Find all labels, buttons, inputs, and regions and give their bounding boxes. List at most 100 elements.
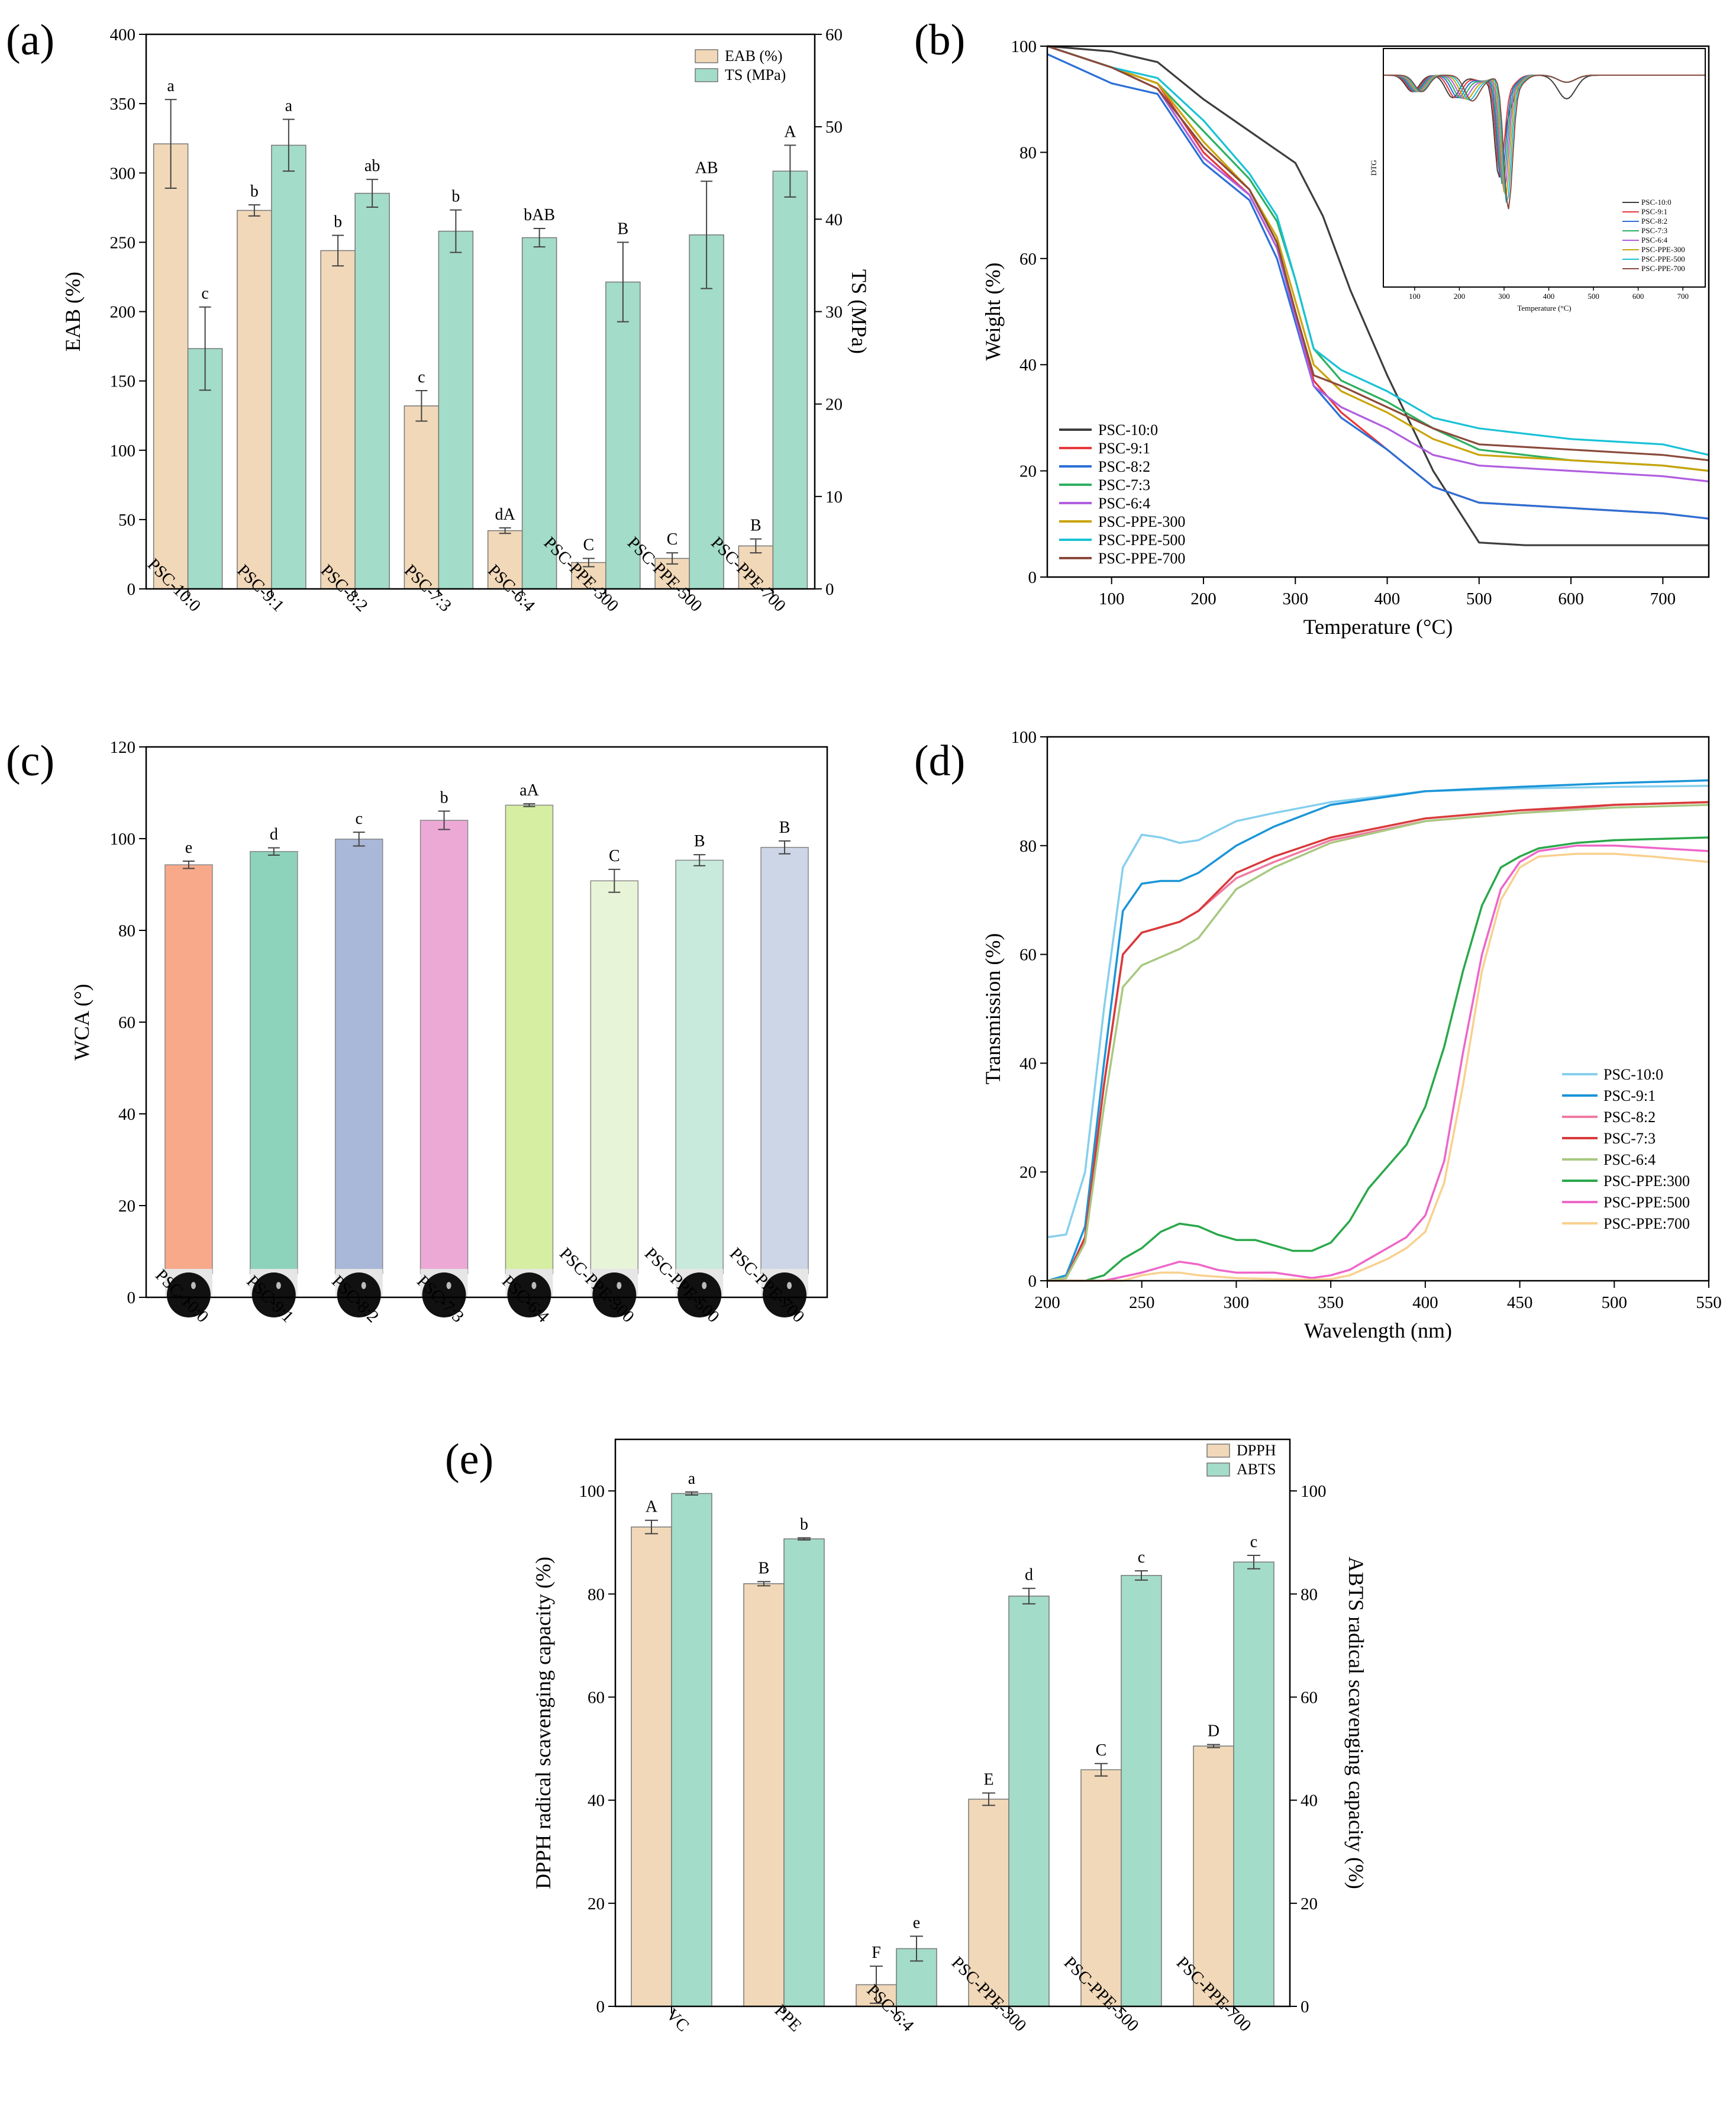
y-tick-label: 200 <box>110 303 136 322</box>
x-tick-label: 550 <box>1696 1293 1722 1312</box>
significance-label: ab <box>364 157 380 175</box>
bar-dpph <box>1080 1769 1122 2007</box>
significance-label: F <box>872 1944 881 1962</box>
y2-tick-label: 20 <box>1301 1895 1318 1913</box>
bar-ts <box>521 237 557 589</box>
bar-dpph <box>968 1799 1009 2007</box>
significance-label: c <box>1138 1548 1145 1567</box>
y2-axis-title: TS (MPa) <box>847 269 871 354</box>
y-axis-title: Transmission (%) <box>981 933 1005 1085</box>
inset-legend-label: PSC-7:3 <box>1641 226 1667 235</box>
legend-swatch <box>695 68 718 82</box>
inset-x-tick-label: 400 <box>1543 292 1555 301</box>
y-tick-label: 20 <box>118 1197 135 1216</box>
x-tick-label: 250 <box>1129 1293 1155 1312</box>
dtg-line <box>1383 75 1705 192</box>
bar-abts <box>1008 1596 1050 2007</box>
legend-label: PSC-8:2 <box>1098 458 1150 475</box>
y-tick-label: 100 <box>110 830 136 849</box>
x-tick-label: 450 <box>1507 1293 1533 1312</box>
y2-tick-label: 60 <box>1301 1688 1318 1707</box>
significance-label: bAB <box>524 206 555 224</box>
x-tick-label: 200 <box>1190 589 1217 608</box>
water-droplet <box>677 1272 722 1317</box>
y-tick-label: 80 <box>1019 143 1037 162</box>
y-tick-label: 0 <box>1028 568 1037 587</box>
water-droplet <box>337 1272 381 1317</box>
tga-line <box>1047 45 1709 472</box>
y-tick-label: 20 <box>1019 1163 1037 1182</box>
x-tick-label: 400 <box>1412 1293 1438 1312</box>
y2-tick-label: 10 <box>825 488 843 507</box>
water-droplet <box>507 1272 551 1317</box>
panel-c: (c)ePSC-10:0dPSC-9:1cPSC-8:2bPSC-7:3aAPS… <box>6 737 828 1326</box>
significance-label: B <box>618 220 629 238</box>
significance-label: C <box>609 847 620 865</box>
legend-swatch <box>1206 1462 1230 1477</box>
legend-swatch <box>1206 1444 1230 1458</box>
transmission-line <box>1047 801 1709 1282</box>
dtg-line <box>1383 75 1705 181</box>
y-tick-label: 60 <box>1019 250 1037 269</box>
droplet-highlight <box>702 1282 707 1289</box>
legend-label: PSC-PPE-700 <box>1098 550 1185 567</box>
significance-label: c <box>1250 1533 1257 1551</box>
significance-label: a <box>167 77 175 95</box>
bar-dpph <box>631 1526 672 2007</box>
legend-label: PSC-PPE:700 <box>1603 1215 1690 1232</box>
significance-label: b <box>440 789 448 807</box>
bar-abts <box>671 1493 712 2007</box>
significance-label: B <box>779 819 790 837</box>
legend-label: PSC-PPE:300 <box>1603 1172 1690 1190</box>
bar-abts <box>1121 1575 1162 2007</box>
significance-label: C <box>1096 1741 1107 1760</box>
inset-x-title: Temperature (°C) <box>1517 304 1571 312</box>
bar-eab <box>320 250 356 589</box>
plot-frame <box>614 1438 1291 2008</box>
significance-label: C <box>667 530 678 549</box>
transmission-line <box>1047 779 1709 1282</box>
inset-legend-label: PSC-PPE-700 <box>1641 264 1685 273</box>
dtg-line <box>1383 75 1705 210</box>
y-axis-title: DPPH radical scavenging capacity (%) <box>531 1557 555 1889</box>
y-tick-label: 80 <box>1019 837 1037 856</box>
x-tick-label: 350 <box>1318 1293 1344 1312</box>
significance-label: aA <box>519 781 539 800</box>
y-tick-label: 250 <box>110 233 136 252</box>
y-tick-label: 400 <box>110 25 136 44</box>
x-tick-label: 500 <box>1602 1293 1628 1312</box>
plot-frame <box>1046 45 1710 578</box>
significance-label: b <box>451 188 460 206</box>
y-tick-label: 60 <box>588 1688 605 1707</box>
droplet-highlight <box>787 1282 792 1289</box>
y-tick-label: 50 <box>118 511 135 530</box>
water-droplet <box>763 1272 807 1317</box>
significance-label: d <box>270 826 278 844</box>
dtg-line <box>1383 75 1705 185</box>
y-tick-label: 20 <box>588 1895 605 1913</box>
y2-tick-label: 60 <box>825 25 843 44</box>
legend-label: PSC-8:2 <box>1603 1109 1656 1126</box>
bar-ts <box>271 144 306 589</box>
y-tick-label: 20 <box>1019 462 1037 481</box>
bar-dpph <box>743 1583 785 2007</box>
bar-eab <box>404 405 440 589</box>
tga-line <box>1047 45 1709 456</box>
significance-label: D <box>1208 1722 1219 1741</box>
bar-ts <box>689 234 724 589</box>
significance-label: b <box>334 213 342 231</box>
significance-label: e <box>913 1914 920 1932</box>
transmission-line <box>1047 836 1709 1282</box>
x-tick-label: 400 <box>1374 589 1401 608</box>
significance-label: dA <box>495 505 516 524</box>
y-tick-label: 0 <box>596 1997 605 2016</box>
bar-wca <box>164 864 213 1274</box>
plot-frame <box>1046 736 1710 1282</box>
y-tick-label: 150 <box>110 372 136 391</box>
legend-label: TS (MPa) <box>725 66 786 83</box>
droplet-highlight <box>276 1282 281 1289</box>
bar-wca <box>590 880 639 1274</box>
significance-label: C <box>583 536 595 554</box>
panel-label-e: (e) <box>445 1435 493 1484</box>
significance-label: c <box>355 810 362 828</box>
